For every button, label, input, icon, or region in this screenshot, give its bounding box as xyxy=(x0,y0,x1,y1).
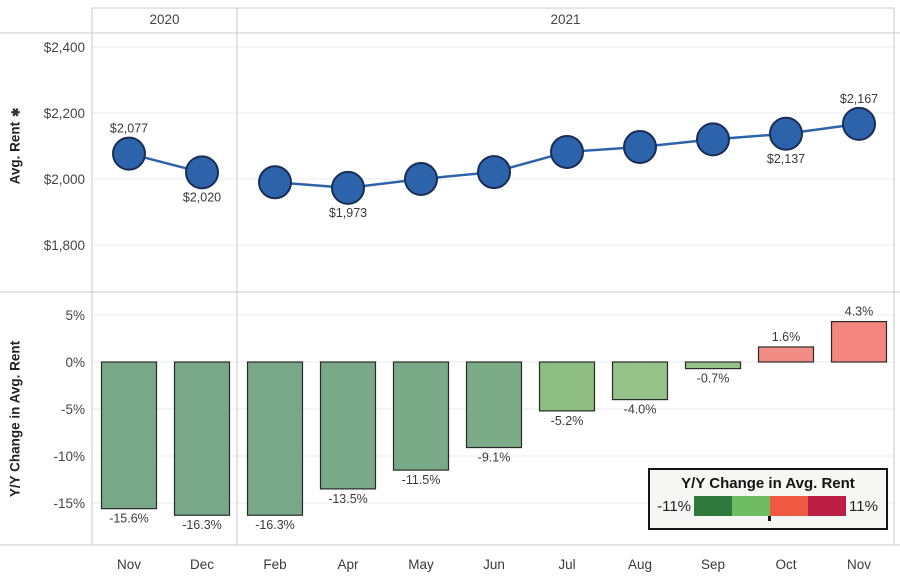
bar-dec[interactable] xyxy=(173,361,231,516)
yy-change-bars: -15.6% -16.3% -16.3% -13.5% -11.5% -9.1% -5.2%… xyxy=(100,305,888,532)
x-axis-label-may-4: May xyxy=(408,557,434,572)
rent-tick-label: $2,000 xyxy=(44,172,85,187)
legend-title: Y/Y Change in Avg. Rent xyxy=(681,475,855,492)
point-value-label: $2,020 xyxy=(183,190,221,204)
point-value-label: $1,973 xyxy=(329,206,367,220)
legend-max-label: 11% xyxy=(849,498,878,515)
bar-value-label: -16.3% xyxy=(182,518,222,532)
bar-value-label: -11.5% xyxy=(402,473,441,487)
bar-value-label: -5.2% xyxy=(551,414,584,428)
point-apr-2021[interactable] xyxy=(331,170,365,205)
x-axis-label-nov-10: Nov xyxy=(847,557,871,572)
bar-jun[interactable] xyxy=(465,361,523,449)
rent-tick-label: $2,200 xyxy=(44,106,85,121)
bar-value-label: -0.7% xyxy=(697,372,730,386)
avg-rent-line-series: $2,077 $2,020 $1,973 $2,137 $2,167 xyxy=(110,92,878,220)
point-jun-2021[interactable] xyxy=(477,155,511,190)
legend-center-tick xyxy=(768,516,771,521)
bar-oct[interactable] xyxy=(757,346,815,363)
point-value-label: $2,137 xyxy=(767,152,805,166)
point-may-2021[interactable] xyxy=(404,162,438,196)
bar-value-label: 4.3% xyxy=(845,305,874,319)
point-sep-2021[interactable] xyxy=(696,122,730,157)
x-axis-labels: Nov Dec Feb Apr May Jun Jul Aug Sep Oct Nov xyxy=(117,557,871,572)
legend-color-segment-2 xyxy=(770,496,808,516)
point-nov-2020[interactable] xyxy=(112,136,146,171)
bar-apr[interactable] xyxy=(319,361,377,490)
pct-tick-label: -15% xyxy=(53,496,85,511)
bar-jul[interactable] xyxy=(538,361,596,412)
x-axis-label-feb-2: Feb xyxy=(263,557,286,572)
point-nov-2021[interactable] xyxy=(842,106,876,141)
x-axis-label-apr-3: Apr xyxy=(337,557,359,572)
point-oct-2021[interactable] xyxy=(769,116,803,151)
bar-sep[interactable] xyxy=(684,361,742,370)
point-aug-2021[interactable] xyxy=(623,129,657,164)
bar-value-label: -9.1% xyxy=(478,451,511,465)
x-axis-label-jul-6: Jul xyxy=(558,557,575,572)
bar-value-label: -13.5% xyxy=(328,492,368,506)
x-axis-label-sep-8: Sep xyxy=(701,557,725,572)
x-axis-label-nov-0: Nov xyxy=(117,557,141,572)
bar-aug[interactable] xyxy=(611,361,669,401)
rent-tick-label: $2,400 xyxy=(44,40,85,55)
bar-nov[interactable] xyxy=(830,320,888,363)
pct-tick-label: -10% xyxy=(53,449,85,464)
bar-value-label: 1.6% xyxy=(772,330,801,344)
color-legend: Y/Y Change in Avg. Rent -11% 11% xyxy=(648,468,888,530)
legend-scale-row: -11% 11% xyxy=(650,495,886,527)
y-tick-labels: $2,400 $2,200 $2,000 $1,800 5% 0% -5% -10% -15% xyxy=(44,40,85,511)
bar-may[interactable] xyxy=(392,361,450,471)
legend-gradient[interactable] xyxy=(694,496,846,516)
rent-tick-label: $1,800 xyxy=(44,238,85,253)
point-value-label: $2,167 xyxy=(840,92,878,106)
sort-icon[interactable]: ✱ xyxy=(10,107,23,117)
x-axis-label-aug-7: Aug xyxy=(628,557,652,572)
avg-rent-axis-title-text: Avg. Rent xyxy=(7,121,23,185)
point-dec-2020[interactable] xyxy=(185,155,219,190)
pct-tick-label: 0% xyxy=(65,355,85,370)
legend-color-segment-0 xyxy=(694,496,732,516)
legend-color-segment-3 xyxy=(808,496,846,516)
point-jul-2021[interactable] xyxy=(550,134,584,169)
bar-feb[interactable] xyxy=(246,361,304,516)
x-axis-label-jun-5: Jun xyxy=(483,557,505,572)
yy-change-axis-title: Y/Y Change in Avg. Rent xyxy=(7,340,23,498)
avg-rent-axis-title: Avg. Rent ✱ xyxy=(8,108,23,185)
bar-value-label: -4.0% xyxy=(624,403,657,417)
column-header-2021: 2021 xyxy=(550,12,581,27)
bar-nov[interactable] xyxy=(100,361,158,510)
bar-value-label: -15.6% xyxy=(109,512,149,526)
point-feb-2021[interactable] xyxy=(258,165,292,200)
legend-min-label: -11% xyxy=(657,498,691,515)
pct-tick-label: 5% xyxy=(65,308,85,323)
column-header-2020: 2020 xyxy=(149,12,180,27)
x-axis-label-dec-1: Dec xyxy=(190,557,214,572)
pct-tick-label: -5% xyxy=(61,402,85,417)
point-value-label: $2,077 xyxy=(110,122,148,136)
pane-frame xyxy=(0,7,900,546)
bar-value-label: -16.3% xyxy=(255,518,295,532)
legend-color-segment-1 xyxy=(732,496,770,516)
x-axis-label-oct-9: Oct xyxy=(775,557,796,572)
